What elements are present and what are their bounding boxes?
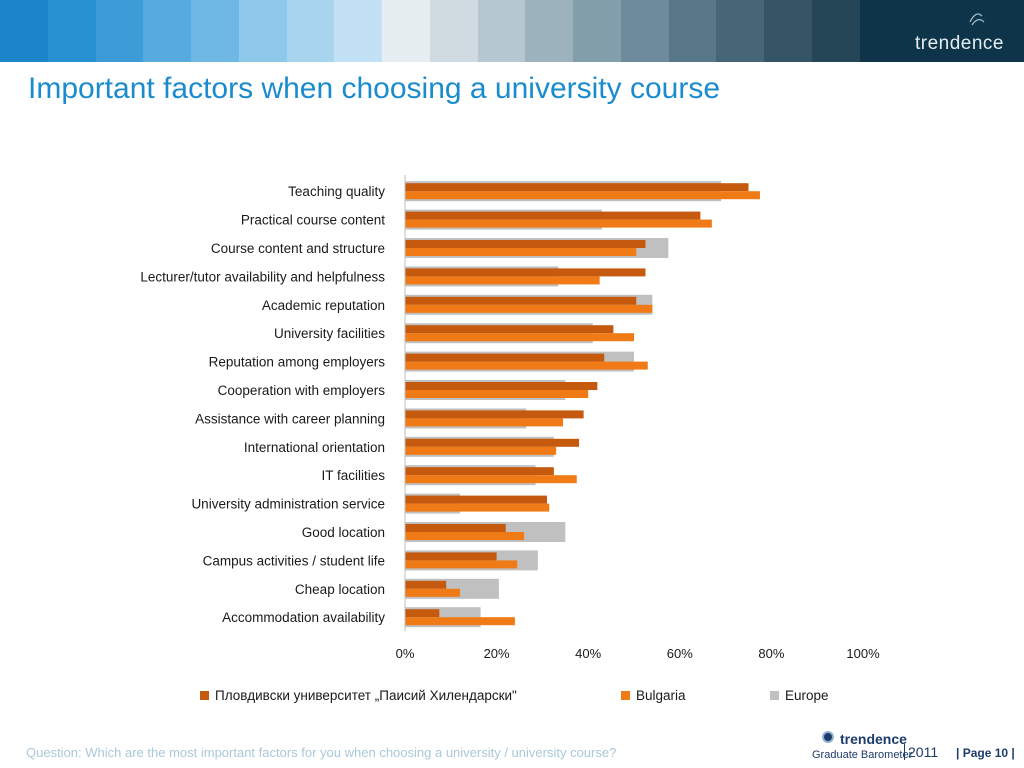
chart-legend: Пловдивски университет „Паисий Хилендарс…: [0, 688, 1024, 710]
header-stripe: [477, 0, 526, 62]
header-stripe: [668, 0, 717, 62]
header-stripe: [764, 0, 813, 62]
category-label: University facilities: [274, 326, 385, 341]
header-stripe: [382, 0, 430, 62]
legend-swatch-bulgaria: [621, 691, 630, 700]
bar-plovdiv: [405, 410, 584, 419]
legend-item-bulgaria: Bulgaria: [621, 688, 686, 703]
bar-plovdiv: [405, 296, 637, 305]
brand-logo: trendence: [914, 33, 1004, 54]
bar-plovdiv: [405, 240, 646, 248]
x-tick-label: 100%: [846, 646, 880, 661]
legend-label-europe: Europe: [785, 688, 829, 703]
header-stripes: [0, 0, 1024, 62]
bar-plovdiv: [405, 183, 749, 192]
legend-label-plovdiv: Пловдивски университет „Паисий Хилендарс…: [215, 688, 517, 703]
page-number: | Page 10 |: [956, 746, 1015, 760]
category-label: Academic reputation: [262, 298, 385, 313]
bar-plovdiv: [405, 268, 646, 277]
x-tick-label: 0%: [396, 646, 415, 661]
bar-plovdiv: [405, 524, 506, 532]
bar-bulgaria: [405, 219, 712, 228]
header-stripe: [620, 0, 669, 62]
legend-item-europe: Europe: [770, 688, 829, 703]
header-stripe: [143, 0, 192, 62]
x-tick-label: 20%: [484, 646, 510, 661]
bar-bulgaria: [405, 503, 550, 512]
category-label: Reputation among employers: [209, 355, 386, 370]
logo-dot-icon: [822, 731, 834, 743]
header-stripe: [716, 0, 765, 62]
header-stripe: [812, 0, 860, 62]
legend-swatch-plovdiv: [200, 691, 209, 700]
x-tick-label: 60%: [667, 646, 693, 661]
bar-plovdiv: [405, 353, 605, 362]
category-label: Accommodation availability: [222, 610, 385, 625]
header-stripe: [238, 0, 287, 62]
trendence-mark-icon: [969, 13, 985, 26]
bar-bulgaria: [405, 446, 557, 455]
header-stripe: [0, 0, 48, 62]
category-label: Cooperation with employers: [218, 383, 386, 398]
category-label: Teaching quality: [288, 184, 385, 199]
bar-plovdiv: [405, 211, 701, 220]
x-tick-label: 40%: [575, 646, 601, 661]
bar-plovdiv: [405, 580, 447, 589]
header-stripe: [191, 0, 239, 62]
footer-logo: trendence Graduate Barometer 2011: [810, 728, 950, 764]
legend-label-bulgaria: Bulgaria: [636, 688, 686, 703]
bar-bulgaria: [405, 560, 518, 569]
bar-bulgaria: [405, 588, 460, 597]
header-stripe: [95, 0, 144, 62]
bar-bulgaria: [405, 191, 760, 200]
header-stripe: [429, 0, 478, 62]
bar-plovdiv: [405, 552, 497, 561]
bar-plovdiv: [405, 438, 580, 447]
x-tick-label: 80%: [758, 646, 784, 661]
bar-chart: Teaching quality Practical course content…: [140, 175, 880, 661]
footer-logo-year: 2011: [904, 744, 938, 760]
bar-bulgaria: [405, 276, 600, 285]
category-label: IT facilities: [321, 468, 385, 483]
bar-bulgaria: [405, 475, 577, 484]
bar-bulgaria: [405, 390, 589, 398]
category-label: International orientation: [244, 440, 385, 455]
footer-question: Question: Which are the most important f…: [26, 745, 617, 760]
bar-plovdiv: [405, 467, 554, 476]
legend-swatch-europe: [770, 691, 779, 700]
bar-bulgaria: [405, 361, 648, 370]
bar-bulgaria: [405, 304, 653, 313]
bar-bulgaria: [405, 532, 525, 540]
header-stripe: [47, 0, 96, 62]
bar-bulgaria: [405, 617, 515, 626]
legend-item-plovdiv: Пловдивски университет „Паисий Хилендарс…: [200, 688, 517, 703]
header-stripe: [525, 0, 574, 62]
category-label: University administration service: [191, 497, 385, 512]
bar-bulgaria: [405, 248, 637, 256]
bar-plovdiv: [405, 609, 440, 618]
category-label: Assistance with career planning: [195, 411, 385, 426]
category-label: Campus activities / student life: [203, 553, 385, 568]
header-stripe: [573, 0, 621, 62]
header-stripe: [334, 0, 383, 62]
page-title: Important factors when choosing a univer…: [28, 72, 721, 105]
bar-bulgaria: [405, 333, 634, 342]
brand-area: trendence: [860, 0, 1024, 62]
header-stripe: [286, 0, 335, 62]
bar-plovdiv: [405, 495, 547, 504]
bar-plovdiv: [405, 325, 614, 334]
footer-logo-sub: Graduate Barometer: [812, 749, 913, 761]
footer-logo-name: trendence: [840, 731, 907, 747]
category-label: Good location: [302, 525, 385, 540]
bar-bulgaria: [405, 418, 564, 427]
category-label: Practical course content: [241, 213, 385, 228]
bar-plovdiv: [405, 382, 598, 390]
category-label: Lecturer/tutor availability and helpfuln…: [140, 269, 385, 284]
category-label: Course content and structure: [211, 241, 385, 256]
category-label: Cheap location: [295, 582, 385, 597]
